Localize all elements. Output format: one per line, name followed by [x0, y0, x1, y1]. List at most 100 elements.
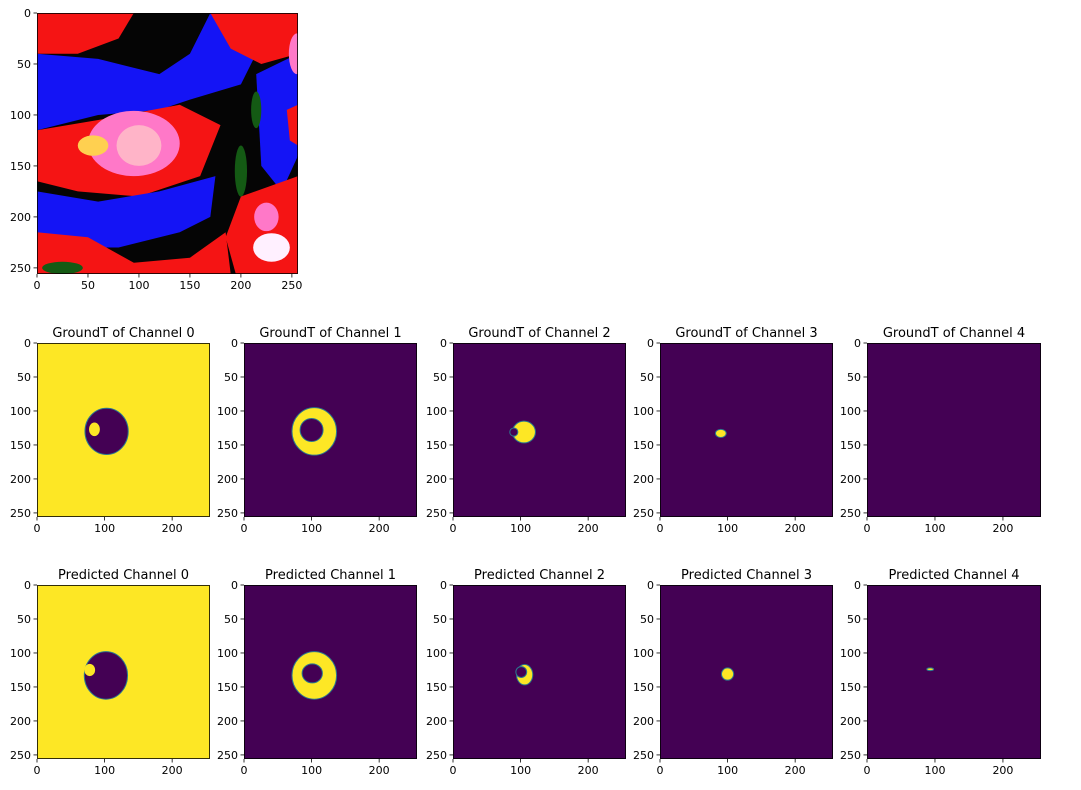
- heatmap-background: [660, 343, 833, 517]
- x-tick-label: 0: [450, 522, 457, 535]
- image-green-streak: [234, 145, 248, 197]
- x-tick-label: 100: [717, 522, 738, 535]
- y-tick-label: 100: [217, 647, 238, 660]
- image-blob: [288, 33, 298, 75]
- image-region: [37, 13, 257, 131]
- y-tick-label: 250: [217, 507, 238, 520]
- y-tick-label: 100: [840, 647, 861, 660]
- x-tick-label: 0: [34, 522, 41, 535]
- image-green-streak: [251, 91, 262, 129]
- y-tick-label: 150: [10, 160, 31, 173]
- y-tick-label: 100: [426, 647, 447, 660]
- y-tick-label: 0: [647, 579, 654, 592]
- subplot-title: Predicted Channel 4: [889, 568, 1020, 583]
- mask-hole: [299, 417, 324, 443]
- subplot-pr2: 0 100 200 0 50 100 150 200 250 Predicted Channel …: [426, 568, 626, 777]
- y-tick-label: 0: [440, 579, 447, 592]
- y-tick-label: 100: [426, 405, 447, 418]
- y-tick-label: 250: [217, 749, 238, 762]
- y-tick-label: 100: [633, 405, 654, 418]
- y-tick-label: 200: [426, 715, 447, 728]
- x-tick-label: 100: [510, 764, 531, 777]
- image-area: [453, 343, 626, 517]
- mask-region: [714, 428, 727, 438]
- subplot-pr4: 0 100 200 0 50 100 150 200 250 Predicted Channel …: [840, 568, 1041, 777]
- x-tick-label: 200: [230, 279, 251, 292]
- x-tick-label: 0: [864, 522, 871, 535]
- subplot-gt2: 0 100 200 0 50 100 150 200 250 GroundT of Channel…: [426, 326, 626, 535]
- mask-notch: [84, 663, 96, 677]
- y-tick-label: 250: [10, 262, 31, 275]
- image-region: [286, 104, 298, 146]
- y-tick-label: 150: [10, 681, 31, 694]
- image-area: [244, 585, 417, 759]
- y-tick-label: 50: [17, 613, 31, 626]
- x-tick-label: 100: [301, 522, 322, 535]
- y-tick-label: 0: [647, 337, 654, 350]
- image-area: [37, 13, 298, 274]
- y-tick-label: 250: [633, 749, 654, 762]
- image-region: [210, 13, 298, 64]
- x-tick-label: 100: [924, 764, 945, 777]
- x-tick-label: 200: [369, 764, 390, 777]
- image-area: [867, 343, 1041, 517]
- x-tick-label: 250: [281, 279, 302, 292]
- y-tick-label: 200: [217, 473, 238, 486]
- heatmap-background: [867, 585, 1041, 759]
- y-tick-label: 0: [440, 337, 447, 350]
- subplot-title: GroundT of Channel 1: [259, 326, 401, 341]
- x-tick-label: 0: [34, 279, 41, 292]
- y-tick-label: 200: [10, 211, 31, 224]
- axes-frame: [867, 343, 1041, 517]
- image-cell-yellow: [77, 135, 109, 156]
- subplot-pr3: 0 100 200 0 50 100 150 200 250 Predicted Channel …: [633, 568, 833, 777]
- y-tick-label: 150: [633, 439, 654, 452]
- x-tick-label: 100: [301, 764, 322, 777]
- mask-region: [926, 667, 935, 672]
- x-tick-label: 0: [241, 522, 248, 535]
- y-tick-label: 50: [847, 613, 861, 626]
- y-tick-label: 250: [426, 507, 447, 520]
- y-tick-label: 100: [10, 647, 31, 660]
- subplot-title: GroundT of Channel 0: [52, 326, 194, 341]
- y-tick-label: 50: [224, 371, 238, 384]
- x-tick-label: 200: [785, 522, 806, 535]
- y-tick-label: 100: [10, 109, 31, 122]
- image-region: [37, 13, 134, 54]
- subplot-pr1: 0 100 200 0 50 100 150 200 250 Predicted Channel …: [217, 568, 417, 777]
- y-tick-label: 150: [217, 681, 238, 694]
- image-region: [256, 53, 298, 192]
- x-tick-label: 150: [179, 279, 200, 292]
- image-area: [244, 343, 417, 517]
- y-tick-label: 150: [426, 681, 447, 694]
- y-tick-label: 100: [217, 405, 238, 418]
- subplot-gt4: 0 100 200 0 50 100 150 200 250 GroundT of Channel…: [840, 326, 1041, 535]
- axes-frame: [453, 343, 626, 517]
- y-tick-label: 100: [10, 405, 31, 418]
- y-tick-label: 200: [10, 715, 31, 728]
- image-area: [453, 585, 626, 759]
- y-tick-label: 150: [840, 681, 861, 694]
- x-tick-label: 100: [94, 522, 115, 535]
- subplot-title: Predicted Channel 3: [681, 568, 812, 583]
- subplot-title: GroundT of Channel 3: [675, 326, 817, 341]
- image-green-streak: [42, 261, 83, 274]
- y-tick-label: 250: [840, 749, 861, 762]
- mask-notch: [509, 427, 519, 437]
- mask-region: [83, 651, 129, 700]
- y-tick-label: 200: [10, 473, 31, 486]
- image-area: [37, 585, 210, 759]
- y-tick-label: 150: [426, 439, 447, 452]
- y-tick-label: 250: [426, 749, 447, 762]
- subplot-pr0: 0 100 200 0 50 100 150 200 250 Predicted Channel …: [10, 568, 210, 777]
- y-tick-label: 200: [633, 473, 654, 486]
- x-tick-label: 100: [94, 764, 115, 777]
- x-tick-label: 200: [578, 764, 599, 777]
- x-tick-label: 200: [578, 522, 599, 535]
- axes-frame: [244, 585, 417, 759]
- axes-frame: [37, 585, 210, 759]
- image-area: [660, 343, 833, 517]
- image-area: [867, 585, 1041, 759]
- heatmap-background: [453, 585, 626, 759]
